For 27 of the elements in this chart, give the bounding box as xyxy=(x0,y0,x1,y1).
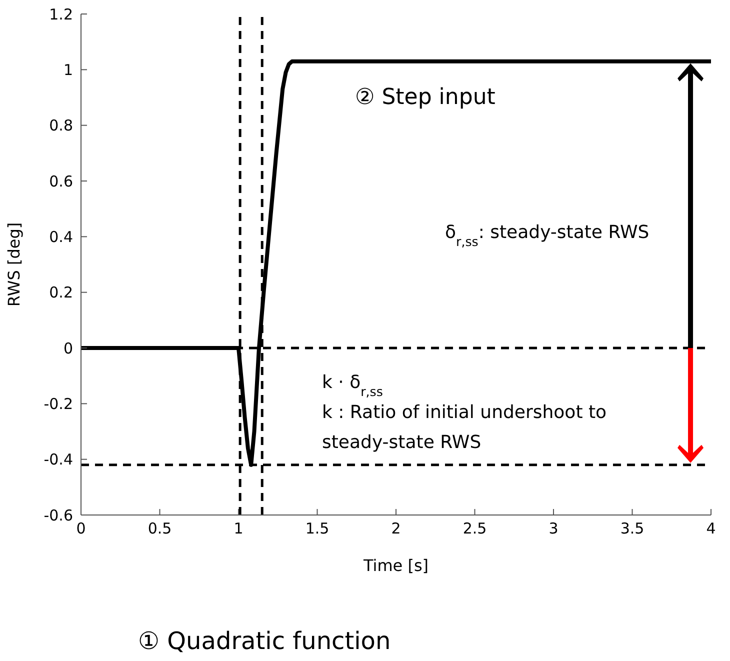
x-tick-label: 2.5 xyxy=(462,520,487,538)
annotation: δ$_{r,ss}$: steady-state RWS xyxy=(445,222,650,248)
annotation: ② Step input xyxy=(355,85,496,110)
y-tick-label: 1 xyxy=(63,60,73,79)
annotation: k : Ratio of initial undershoot to xyxy=(322,402,607,423)
y-tick-label: 0.6 xyxy=(49,172,73,190)
y-tick-label: 1.2 xyxy=(49,5,73,24)
annotation: k · δ$_{r,ss}$ xyxy=(322,372,383,398)
y-tick-label: 0.2 xyxy=(49,284,73,302)
y-tick-label: -0.2 xyxy=(44,394,73,413)
x-tick-label: 3 xyxy=(548,520,558,538)
y-axis-title: RWS [deg] xyxy=(4,222,24,307)
x-axis-title: Time [s] xyxy=(362,556,429,575)
x-tick-label: 4 xyxy=(706,520,716,538)
x-tick-label: 0 xyxy=(76,520,86,538)
y-tick-label: -0.6 xyxy=(44,506,73,524)
x-tick-label: 1 xyxy=(234,520,244,538)
y-tick-label: 0.8 xyxy=(49,116,73,135)
x-tick-label: 0.5 xyxy=(148,520,172,538)
x-tick-label: 3.5 xyxy=(620,520,644,538)
x-tick-label: 1.5 xyxy=(305,520,330,538)
x-tick-label: 2 xyxy=(391,520,401,538)
y-tick-label: 0 xyxy=(63,339,73,358)
text: ① Quadratic function xyxy=(138,627,391,655)
y-tick-label: -0.4 xyxy=(44,450,73,469)
y-tick-label: 0.4 xyxy=(49,228,73,246)
annotation: steady-state RWS xyxy=(322,432,482,453)
